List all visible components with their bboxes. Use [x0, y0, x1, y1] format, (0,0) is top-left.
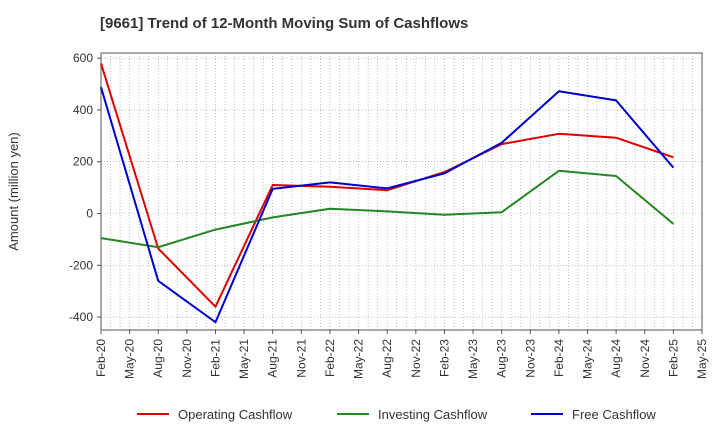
y-tick-label: -200: [69, 258, 93, 272]
free-cashflow-legend-label: Free Cashflow: [572, 407, 656, 422]
x-tick-label: Aug-24: [609, 339, 623, 378]
x-tick-label: Nov-20: [180, 339, 194, 378]
axis-layer: -400 -200 0 200 400 600 Feb-20 May-20 Aug-20 Nov-…: [6, 51, 709, 379]
x-tick-label: May-25: [695, 339, 709, 379]
x-tick-label: May-22: [352, 339, 366, 379]
y-tick-label: 200: [73, 155, 93, 169]
legend: Operating Cashflow Investing Cashflow Free…: [137, 407, 656, 422]
y-tick-label: 400: [73, 103, 93, 117]
grid-layer: [100, 53, 703, 330]
investing-cashflow-line: [100, 169, 675, 249]
x-tick-label: May-24: [581, 339, 595, 379]
y-axis-title: Amount (million yen): [6, 132, 21, 251]
x-tick-label: May-20: [123, 339, 137, 379]
y-tick-label: -400: [69, 310, 93, 324]
x-tick-label: Nov-23: [523, 339, 537, 378]
series-layer: [100, 63, 675, 324]
x-tick-label: Nov-24: [638, 339, 652, 378]
investing-cashflow-legend-label: Investing Cashflow: [378, 407, 488, 422]
operating-cashflow-line: [100, 63, 674, 308]
x-tick-label: Feb-22: [323, 339, 337, 377]
x-tick-label: Feb-20: [94, 339, 108, 377]
x-tick-label: Feb-25: [666, 339, 680, 377]
x-tick-label: Feb-21: [208, 339, 222, 377]
y-tick-label: 0: [86, 207, 93, 221]
x-tick-label: Nov-22: [409, 339, 423, 378]
operating-cashflow-legend-label: Operating Cashflow: [178, 407, 293, 422]
x-tick-label: Aug-20: [151, 339, 165, 378]
x-tick-label: May-23: [466, 339, 480, 379]
x-tick-label: Feb-24: [552, 339, 566, 377]
x-tick-label: May-21: [237, 339, 251, 379]
x-tick-label: Feb-23: [437, 339, 451, 377]
x-tick-label: Aug-22: [380, 339, 394, 378]
x-tick-label: Nov-21: [294, 339, 308, 378]
chart-title: [9661] Trend of 12-Month Moving Sum of C…: [100, 15, 469, 32]
x-tick-label: Aug-23: [495, 339, 509, 378]
free-cashflow-line: [100, 86, 675, 324]
plot-frame: [100, 52, 703, 331]
x-tick-label: Aug-21: [266, 339, 280, 378]
y-tick-label: 600: [73, 51, 93, 65]
